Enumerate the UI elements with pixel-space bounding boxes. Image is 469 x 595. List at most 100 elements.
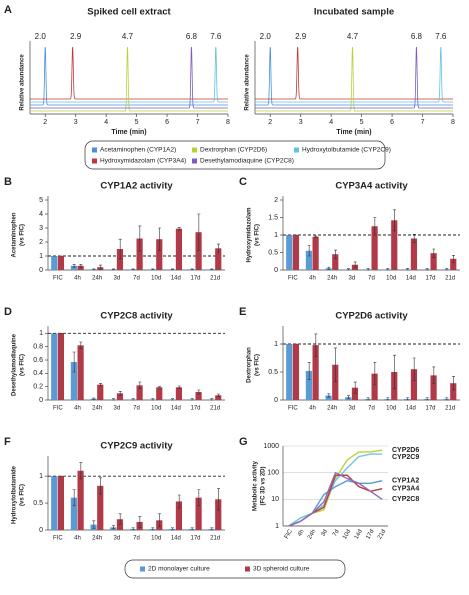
- y-tick-label: 0: [39, 267, 43, 274]
- panel-letter: D: [4, 306, 12, 318]
- x-tick-label: 3d: [348, 276, 355, 282]
- x-tick-label: 17d: [365, 529, 375, 541]
- error-bar: [79, 462, 83, 480]
- panel-letter: B: [4, 176, 12, 188]
- error-bar: [177, 385, 181, 389]
- bar: [51, 256, 58, 270]
- error-bar: [131, 398, 135, 401]
- error-bar: [445, 268, 449, 271]
- panel-letter: G: [239, 436, 248, 448]
- y-tick-label: 1: [275, 523, 279, 530]
- x-tick-label: 24h: [327, 406, 337, 412]
- error-bar: [405, 397, 409, 401]
- x-tick-label: FIC: [288, 276, 298, 282]
- error-bar: [170, 398, 174, 401]
- x-tick-label: 3d: [348, 406, 355, 412]
- x-tick-label: 17d: [425, 276, 435, 282]
- series-label: CYP1A2: [392, 478, 419, 485]
- y-axis-label: Hydroxytolbutamide: [12, 465, 18, 524]
- x-tick-label: 5: [360, 119, 364, 126]
- y-tick-label: 5: [39, 197, 43, 204]
- error-bar: [425, 268, 429, 271]
- x-tick-label: 21d: [445, 276, 455, 282]
- error-bar: [131, 268, 135, 271]
- error-bar: [151, 398, 155, 401]
- x-tick-label: 10d: [386, 406, 396, 412]
- error-bar: [210, 398, 214, 401]
- chart-title: CYP2C9 activity: [100, 441, 173, 452]
- bar: [156, 239, 163, 270]
- error-bar: [118, 513, 122, 525]
- bar: [97, 485, 104, 530]
- legend-swatch: [294, 147, 299, 153]
- x-tick-label: 6: [390, 119, 394, 126]
- bar: [450, 258, 457, 270]
- error-bar: [158, 386, 162, 389]
- error-bar: [138, 225, 142, 252]
- bar: [195, 392, 202, 400]
- bar: [70, 497, 77, 530]
- x-tick-label: 2: [43, 119, 47, 126]
- panel-letter: A: [4, 4, 12, 16]
- x-tick-label: 10d: [151, 406, 161, 412]
- x-tick-label: 3d: [113, 536, 120, 542]
- bar: [77, 265, 84, 270]
- y-axis-label: Relative abundance: [20, 54, 26, 111]
- error-bar: [334, 347, 338, 382]
- x-tick-label: 4: [104, 119, 108, 126]
- error-bar: [393, 209, 397, 232]
- series-label: CYP2C8: [392, 496, 419, 503]
- error-bar: [190, 268, 194, 271]
- error-bar: [327, 393, 331, 398]
- bar: [325, 395, 332, 400]
- y-tick-label: 0.8: [33, 344, 43, 351]
- bar: [175, 501, 183, 530]
- y-tick-label: 0: [274, 397, 278, 404]
- error-bar: [138, 381, 142, 389]
- x-tick-label: FIC: [53, 536, 63, 542]
- x-tick-label: 7d: [332, 529, 341, 538]
- peak-label: 2.0: [35, 32, 47, 41]
- y-tick-label: 0: [39, 527, 43, 534]
- x-tick-label: 14d: [171, 536, 181, 542]
- error-bar: [72, 489, 76, 507]
- x-tick-label: 4h: [74, 276, 81, 282]
- error-bar: [412, 357, 416, 381]
- peak-trace: [30, 46, 228, 103]
- x-tick-label: 3: [74, 119, 78, 126]
- x-tick-label: 24h: [92, 406, 102, 412]
- y-tick-label: 1000: [263, 443, 279, 450]
- legend-label: Dextrorphan (CYP2D6): [200, 147, 267, 154]
- y-axis-label: (vs FIC): [20, 224, 26, 246]
- legend-swatch: [245, 566, 250, 572]
- bar: [410, 369, 418, 400]
- x-tick-label: 4: [329, 119, 333, 126]
- y-tick-label: 0.4: [33, 370, 43, 377]
- bar: [305, 370, 312, 400]
- error-bar: [366, 397, 370, 401]
- bar: [51, 333, 58, 400]
- error-bar: [177, 227, 181, 231]
- x-tick-label: FIC: [53, 406, 63, 412]
- y-tick-label: 100: [267, 470, 279, 477]
- error-bar: [432, 366, 436, 385]
- peak-trace: [255, 46, 453, 106]
- bar: [305, 250, 312, 270]
- x-tick-label: 10d: [151, 536, 161, 542]
- series-line: [288, 471, 383, 527]
- bar: [410, 238, 418, 270]
- error-bar: [72, 351, 76, 373]
- x-tick-label: FIC: [284, 528, 294, 540]
- series-label: CYP2C9: [392, 454, 419, 461]
- bar: [292, 344, 300, 400]
- legend-label: Hydroxytolbutamide (CYP2C9): [302, 147, 391, 154]
- panel-letter: F: [4, 436, 11, 448]
- y-axis-label: Desethylamodiaquine: [12, 333, 18, 396]
- legend-box: [124, 559, 346, 579]
- x-tick-label: 3d: [320, 529, 329, 538]
- y-tick-label: 0.2: [33, 384, 43, 391]
- bar: [450, 383, 457, 400]
- x-tick-label: 10d: [342, 529, 352, 541]
- error-bar: [445, 397, 449, 401]
